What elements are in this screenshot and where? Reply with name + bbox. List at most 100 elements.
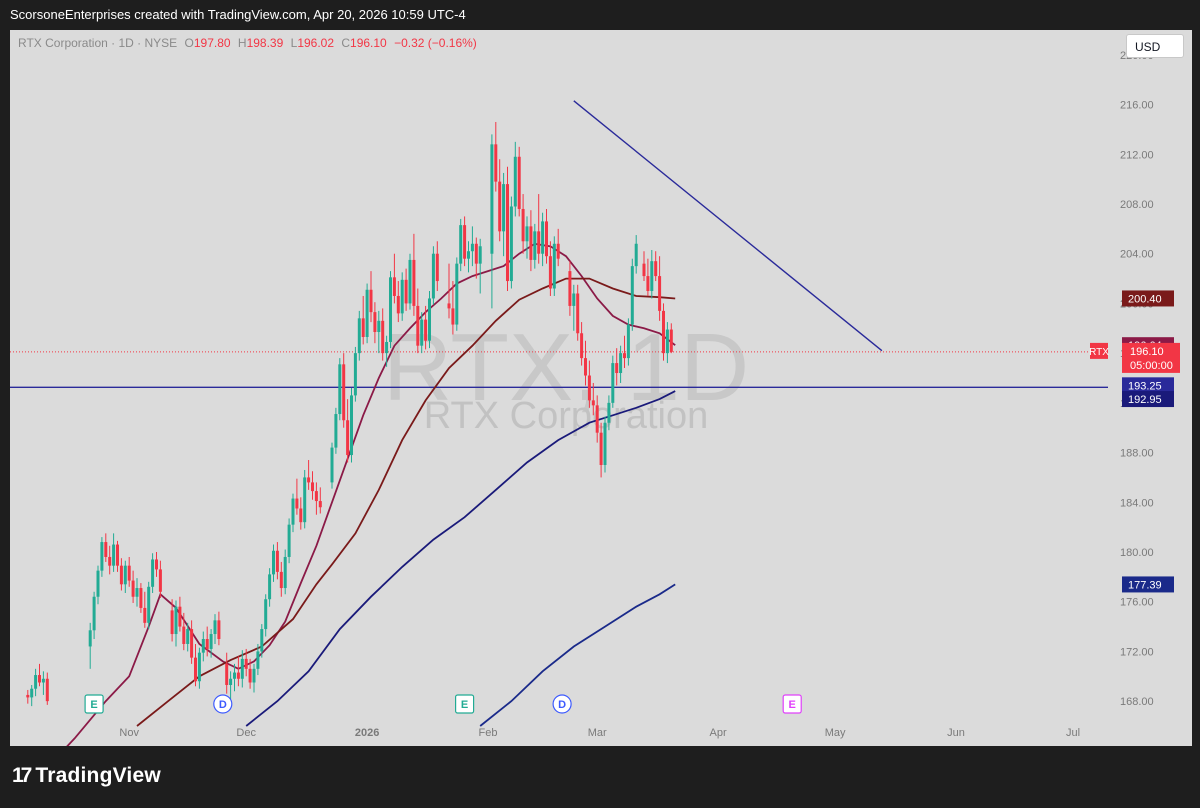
price-axis-label <box>1122 576 1174 593</box>
candle-body <box>580 333 584 359</box>
candle-body <box>634 243 638 267</box>
candle-body <box>467 251 470 259</box>
candle-body <box>455 263 459 325</box>
candle-body <box>424 319 428 341</box>
candle-body <box>342 364 346 421</box>
candle-body <box>412 259 416 306</box>
candle-body <box>209 634 213 649</box>
y-tick-label: 204.00 <box>1120 249 1154 261</box>
candle-body <box>470 243 474 252</box>
candle-body <box>225 663 229 685</box>
legend-symbol: RTX Corporation · 1D · NYSE <box>18 36 178 50</box>
price-axis-label-text: 192.95 <box>1128 394 1162 406</box>
candle-body <box>607 402 611 423</box>
attribution-text: ScorsoneEnterprises created with Trading… <box>10 7 466 22</box>
dividend-marker <box>552 694 572 714</box>
legend-low-label: L <box>290 36 298 50</box>
candle-body <box>365 289 369 337</box>
candle-body <box>396 295 400 314</box>
candle-body <box>435 253 439 282</box>
candle-body <box>513 156 517 207</box>
candle-body <box>431 253 435 299</box>
candle-body <box>552 243 556 289</box>
candle-body <box>595 405 599 433</box>
candle-body <box>369 289 373 313</box>
y-tick-label: 172.00 <box>1120 646 1154 658</box>
candle-body <box>272 550 275 575</box>
candle-body <box>170 610 174 635</box>
candle-body <box>330 447 334 483</box>
candle-body <box>506 184 509 282</box>
candle-body <box>521 208 525 242</box>
legend-change: −0.32 (−0.16%) <box>394 36 477 50</box>
candle-body <box>548 256 552 289</box>
price-axis-label <box>1122 377 1174 394</box>
candle-body <box>615 363 619 374</box>
candle-body <box>240 658 244 679</box>
event-marker-label: E <box>90 699 97 711</box>
candle-body <box>283 556 287 589</box>
legend-open-label: O <box>184 36 194 50</box>
currency-button[interactable]: USD <box>1126 34 1184 58</box>
candle-body <box>264 599 268 630</box>
candle-body <box>658 276 662 311</box>
legend-high-label: H <box>237 36 247 50</box>
y-tick-label: 212.00 <box>1120 149 1154 161</box>
brand-name: TradingView <box>35 764 161 787</box>
candle-body <box>131 580 135 597</box>
candle-body <box>279 571 283 589</box>
candle-body <box>346 420 350 456</box>
current-price-label <box>1122 342 1180 373</box>
watermark-name: RTX Corporation <box>424 395 708 437</box>
candle-body <box>104 542 108 557</box>
current-price-value: 196.10 <box>1130 346 1164 358</box>
candle-body <box>201 639 205 653</box>
candle-body <box>478 246 482 264</box>
event-marker-label: E <box>461 699 468 711</box>
candle-body <box>307 477 311 483</box>
candle-body <box>404 279 408 304</box>
candle-body <box>213 620 217 635</box>
candle-body <box>127 565 131 581</box>
candle-body <box>533 231 537 260</box>
candle-body <box>541 221 545 254</box>
candle-body <box>509 206 513 282</box>
chart-area[interactable]: RTX, 1D RTX Corporation 168.00 172.00 176.00… <box>10 30 1192 746</box>
candle-body <box>186 629 190 644</box>
candle-body <box>229 678 233 685</box>
dividend-marker <box>213 694 233 714</box>
candle-body <box>502 184 506 232</box>
y-tick-label: 168.00 <box>1120 696 1154 708</box>
price-axis-label-text: 177.39 <box>1128 579 1162 591</box>
candle-body <box>311 482 314 492</box>
legend-open-value: 197.80 <box>193 36 231 50</box>
candle-body <box>123 565 127 585</box>
watermark-ticker: RTX, 1D <box>383 314 749 421</box>
price-axis-label <box>1122 391 1174 408</box>
candle-body <box>256 651 260 669</box>
candle-body <box>92 596 96 631</box>
candle-body <box>572 293 576 306</box>
candle-body <box>275 550 279 572</box>
candle-body <box>318 501 322 508</box>
tradingview-logo[interactable]: 17 TradingView <box>12 764 161 788</box>
candle-body <box>474 243 478 264</box>
candle-body <box>233 672 236 679</box>
candle-body <box>599 432 603 465</box>
candle-body <box>350 395 353 456</box>
legend-close-value: 196.10 <box>350 36 387 50</box>
candle-body <box>338 364 342 415</box>
footer: 17 TradingView <box>0 746 1200 808</box>
candle-body <box>400 279 404 314</box>
moving-average-line <box>245 390 676 727</box>
candle-body <box>147 586 151 623</box>
candle-body <box>248 668 252 683</box>
descending-trendline <box>573 100 883 352</box>
moving-average-line <box>136 277 676 727</box>
candle-body <box>591 400 595 406</box>
bar-countdown: 05:00:00 <box>1130 360 1173 372</box>
event-marker-label: D <box>219 699 227 711</box>
candle-body <box>143 607 147 623</box>
candle-body <box>252 668 256 683</box>
